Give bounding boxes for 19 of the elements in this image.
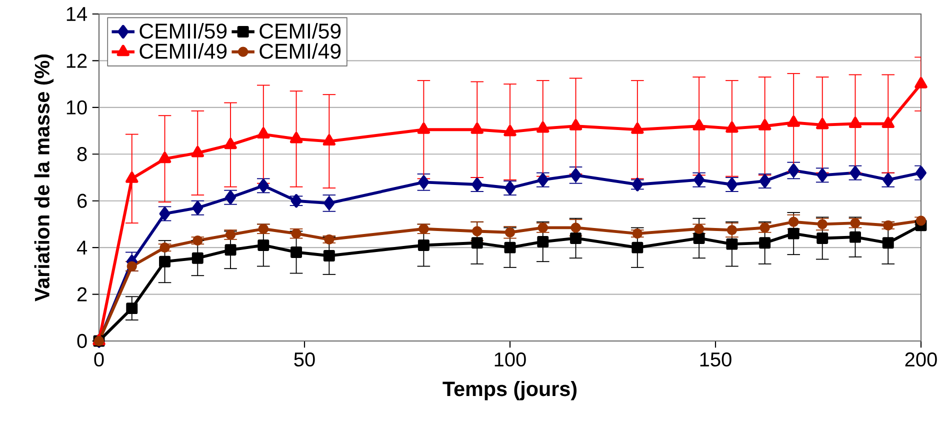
y-tick-label: 0 <box>77 334 87 348</box>
y-tick-label: 8 <box>77 147 87 162</box>
legend-label: CEMII/59 <box>140 23 227 39</box>
x-tick-label: 0 <box>94 352 104 367</box>
y-axis-title: Variation de la masse (%) <box>34 54 54 302</box>
y-tick-label: 12 <box>66 54 87 68</box>
y-tick-label: 10 <box>66 100 87 114</box>
y-tick-label: 6 <box>78 194 87 208</box>
x-axis-title: Temps (jours) <box>442 381 577 400</box>
y-tick-label: 14 <box>66 7 88 21</box>
legend-label: CEMI/59 <box>260 23 341 39</box>
x-tick-label: 150 <box>700 352 732 367</box>
legend-label: CEMI/49 <box>260 43 341 59</box>
x-tick-label: 50 <box>294 352 315 367</box>
legend-label: CEMII/49 <box>140 43 227 59</box>
x-tick-label: 100 <box>494 352 526 367</box>
y-tick-label: 2 <box>78 287 87 302</box>
x-tick-label: 200 <box>905 352 937 367</box>
y-tick-label: 4 <box>76 240 88 254</box>
